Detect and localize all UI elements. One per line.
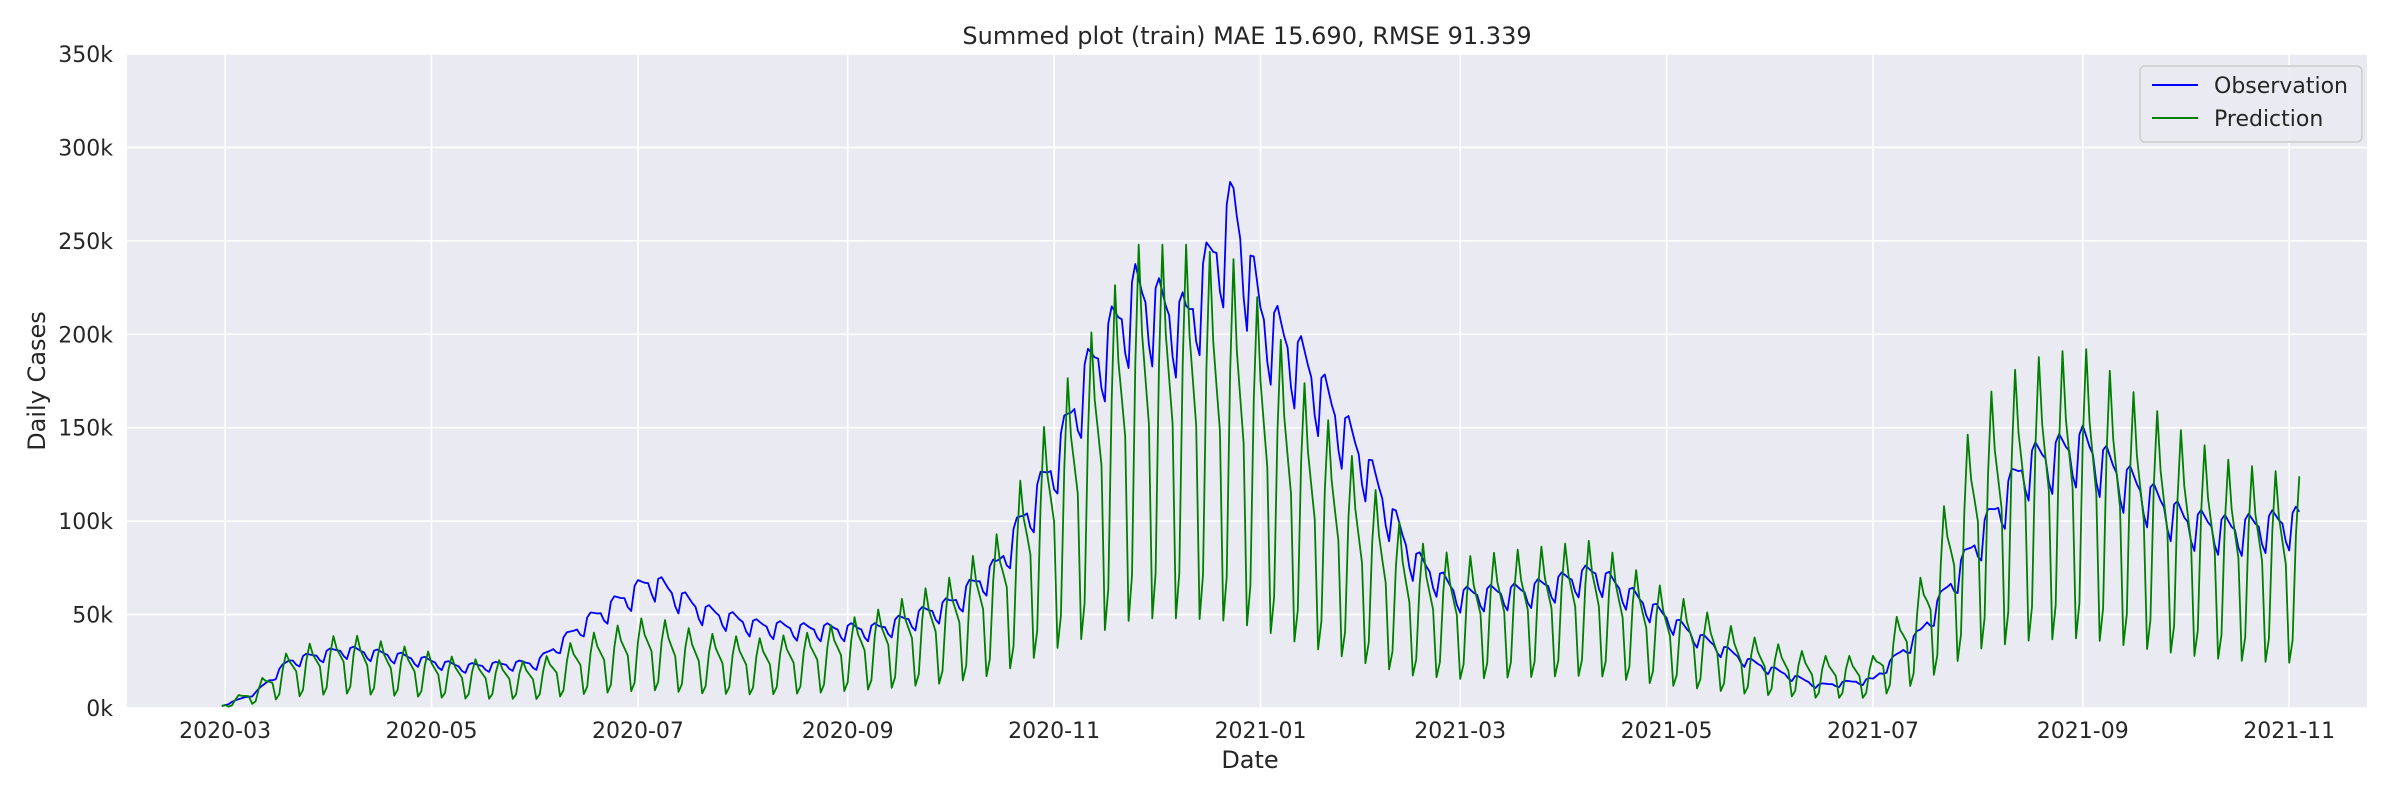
series-line-observation — [221, 180, 2301, 707]
x-tick-label: 2021-09 — [2037, 719, 2129, 744]
grid — [127, 53, 2367, 709]
x-tick-label: 2021-01 — [1215, 719, 1307, 744]
y-tick-label: 150k — [58, 417, 113, 442]
y-tick-label: 50k — [72, 604, 113, 629]
y-tick-label: 200k — [58, 323, 113, 348]
legend-label-observation: Observation — [2214, 74, 2348, 99]
legend: Observation Prediction — [2139, 65, 2363, 143]
x-tick-label: 2021-11 — [2243, 719, 2335, 744]
x-tick-label: 2020-09 — [802, 719, 894, 744]
y-tick-label: 100k — [58, 510, 113, 535]
x-tick-label: 2020-07 — [592, 719, 684, 744]
x-tick-labels: 2020-03 2020-05 2020-07 2020-09 2020-11 2021-… — [179, 719, 2335, 744]
series-layer — [221, 180, 2301, 708]
y-tick-labels: 0k 50k 100k 150k 200k 250k 300k 350k — [58, 43, 113, 722]
y-tick-label: 250k — [58, 230, 113, 255]
y-axis-title: Daily Cases — [23, 311, 51, 451]
y-tick-label: 350k — [58, 43, 113, 68]
chart-title: Summed plot (train) MAE 15.690, RMSE 91.… — [962, 22, 1531, 50]
y-tick-label: 300k — [58, 136, 113, 161]
x-tick-label: 2020-11 — [1008, 719, 1100, 744]
x-tick-label: 2021-07 — [1827, 719, 1919, 744]
x-tick-label: 2020-03 — [179, 719, 271, 744]
y-tick-label: 0k — [86, 697, 113, 722]
x-axis-title: Date — [1221, 746, 1278, 774]
x-tick-label: 2020-05 — [386, 719, 478, 744]
series-line-prediction — [221, 243, 2301, 708]
x-tick-label: 2021-03 — [1414, 719, 1506, 744]
legend-label-prediction: Prediction — [2214, 107, 2323, 132]
x-tick-label: 2021-05 — [1621, 719, 1713, 744]
